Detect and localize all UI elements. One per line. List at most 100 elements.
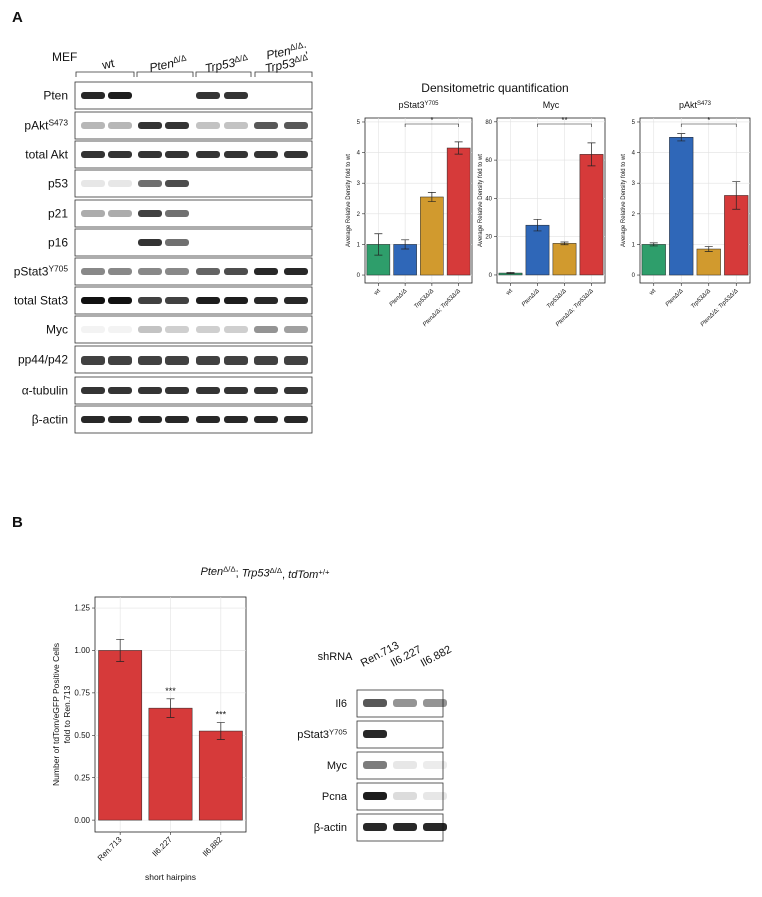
blot-band xyxy=(81,210,105,217)
group-bracket xyxy=(136,71,194,77)
label-text: Myc xyxy=(46,323,68,337)
y-axis-label: Average Relative Density fold to wt xyxy=(478,154,484,247)
label-text: Pten xyxy=(265,43,292,62)
chart-title: pStat3Y705 xyxy=(398,100,439,110)
blot-band xyxy=(81,180,105,187)
blot-band xyxy=(254,326,278,333)
y-tick-label: 1 xyxy=(357,242,361,248)
mef-label: MEF xyxy=(52,50,77,64)
subtitle-text: tdTom xyxy=(288,569,318,581)
y-tick-label: 4 xyxy=(357,151,361,157)
blot-band xyxy=(138,268,162,275)
significance-bracket xyxy=(404,123,459,127)
blot-band xyxy=(254,151,278,158)
error-bar xyxy=(454,141,463,155)
error-bar xyxy=(116,639,125,662)
significance: *** xyxy=(216,710,227,720)
subtitle-sup: Δ/Δ xyxy=(270,566,282,575)
shrna-label: shRNA xyxy=(318,651,354,663)
bar xyxy=(552,243,577,276)
label-text: p53 xyxy=(48,177,68,191)
blot-band xyxy=(254,387,278,394)
blot-band xyxy=(81,416,105,423)
subtitle-after: ; xyxy=(236,567,242,579)
x-tick-label: PtenΔ/Δ xyxy=(665,288,685,308)
label-text: total Akt xyxy=(25,148,68,162)
y-axis-label: fold to Ren.713 xyxy=(62,685,72,743)
blot-frame xyxy=(74,228,313,257)
panel-label: A xyxy=(12,9,23,26)
blot-band xyxy=(254,297,278,304)
error-bar xyxy=(732,181,741,210)
blot-band xyxy=(165,210,189,217)
blot-band xyxy=(81,151,105,158)
group-header: Trp53Δ/Δ xyxy=(264,52,310,76)
blot-band xyxy=(81,356,105,365)
label-text: Pten xyxy=(43,89,68,103)
blot-band xyxy=(138,151,162,158)
blot-row-label: total Stat3 xyxy=(14,294,68,308)
y-tick-label: 80 xyxy=(485,120,492,126)
x-axis-label: short hairpins xyxy=(145,872,196,882)
blot-band xyxy=(284,268,308,275)
y-tick-label: 1.00 xyxy=(74,646,90,655)
x-tick-label: wt xyxy=(505,288,514,297)
blot-band xyxy=(363,792,387,800)
blot-band xyxy=(363,761,387,769)
subtitle-text: Trp53 xyxy=(242,567,271,579)
blot-row-label: Pcna xyxy=(322,791,348,803)
blot-band xyxy=(196,297,220,304)
blot-band xyxy=(165,416,189,423)
blot-band xyxy=(108,210,132,217)
blot-band xyxy=(363,823,387,831)
blot-band xyxy=(138,297,162,304)
blot-band xyxy=(165,122,189,129)
blot-band xyxy=(108,268,132,275)
blot-band xyxy=(138,239,162,246)
blot-band xyxy=(393,823,417,831)
error-bar xyxy=(649,242,658,247)
blot-band xyxy=(138,180,162,187)
blot-band xyxy=(284,356,308,365)
significance: * xyxy=(707,116,710,125)
x-tick-label: PtenΔ/Δ xyxy=(521,288,541,308)
blot-band xyxy=(224,268,248,275)
blot-band xyxy=(165,268,189,275)
label-text: α-tubulin xyxy=(22,384,68,398)
blot-band xyxy=(196,122,220,129)
lane-label: Il6.882 xyxy=(419,644,454,670)
blot-band xyxy=(81,387,105,394)
blot-band xyxy=(224,387,248,394)
chart-title-text: pStat3 xyxy=(398,100,424,110)
blot-row-label: pStat3Y705 xyxy=(14,264,69,279)
label-text: β-actin xyxy=(314,822,347,834)
blot-band xyxy=(196,416,220,423)
blot-band xyxy=(108,92,132,99)
label-sup: S473 xyxy=(48,118,68,128)
y-tick-label: 20 xyxy=(485,235,492,241)
blot-row-label: Il6 xyxy=(335,698,347,710)
blot-band xyxy=(196,151,220,158)
blot-band xyxy=(393,792,417,800)
blot-band xyxy=(108,151,132,158)
group-bracket xyxy=(254,71,313,77)
blot-band xyxy=(284,387,308,394)
blot-band xyxy=(165,151,189,158)
blot-band xyxy=(196,387,220,394)
blot-band xyxy=(284,151,308,158)
blot-band xyxy=(196,326,220,333)
blot-frame xyxy=(74,315,313,344)
blot-band xyxy=(224,151,248,158)
error-bar xyxy=(374,233,383,256)
label-text: p16 xyxy=(48,236,68,250)
y-tick-label: 0.50 xyxy=(74,731,90,740)
blot-band xyxy=(165,180,189,187)
subtitle: PtenΔ/Δ; Trp53Δ/Δ, tdTom+/+ xyxy=(201,565,330,581)
blot-band xyxy=(363,730,387,738)
blot-row-label: total Akt xyxy=(25,148,68,162)
significance-bracket xyxy=(680,123,737,127)
subtitle-sup: Δ/Δ xyxy=(223,565,235,574)
y-tick-label: 5 xyxy=(357,120,361,126)
error-bar xyxy=(677,133,686,142)
blot-band xyxy=(254,356,278,365)
